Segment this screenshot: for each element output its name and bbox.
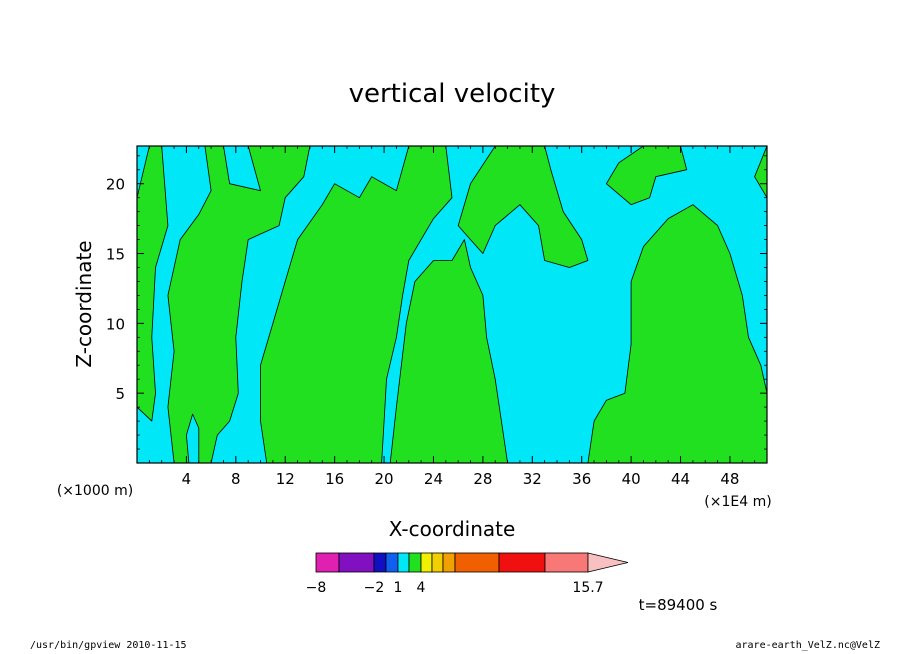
contour-region-positive-1	[167, 146, 311, 463]
x-unit-right: (×1E4 m)	[704, 494, 771, 510]
plot-frame	[136, 145, 768, 464]
y-axis: 5 10 15 20	[106, 155, 767, 450]
footer-right: arare-earth_VelZ.nc@VelZ	[735, 640, 881, 651]
chart-title: vertical velocity	[349, 79, 556, 109]
contour-region-positive-5	[606, 146, 688, 206]
plot-area	[136, 145, 768, 464]
colorbar-swatch-6	[420, 552, 433, 573]
colorbar-swatch-4	[397, 552, 410, 573]
x-tick-label-40: 40	[622, 470, 641, 488]
colorbar-swatch-5	[408, 552, 422, 573]
x-tick-label-16: 16	[325, 470, 344, 488]
y-axis-label: Z-coordinate	[72, 240, 96, 367]
y-tick-label-20: 20	[106, 176, 125, 194]
y-tick-label-10: 10	[106, 315, 125, 333]
x-axis: 4 8 12 16 20 24 28 32 36 40 44 48	[148, 146, 768, 488]
colorbar-swatch-1	[338, 552, 375, 573]
time-label: t=89400 s	[639, 596, 718, 614]
colorbar-label-4: 15.7	[572, 580, 603, 596]
contour-region-positive-7	[754, 146, 767, 199]
colorbar-label-2: 1	[394, 580, 403, 596]
x-tick-label-28: 28	[473, 470, 492, 488]
colorbar-swatch-3	[385, 552, 399, 573]
contour-region-positive-4	[457, 146, 589, 268]
colorbar-swatch-11	[544, 552, 589, 573]
x-tick-label-48: 48	[720, 470, 739, 488]
contour-region-positive-2	[260, 146, 453, 463]
x-tick-label-20: 20	[375, 470, 394, 488]
x-tick-label-36: 36	[572, 470, 591, 488]
colorbar-swatch-2	[373, 552, 387, 573]
contour-regions	[137, 146, 767, 463]
x-tick-label-44: 44	[671, 470, 690, 488]
contour-region-positive-6	[587, 204, 767, 463]
contour-region-positive-0	[137, 146, 169, 422]
contour-region-positive-3	[389, 239, 509, 463]
colorbar-swatch-9	[454, 552, 500, 573]
colorbar-swatch-0	[315, 552, 340, 573]
colorbar-label-0: −8	[306, 580, 327, 596]
y-tick-label-5: 5	[115, 385, 125, 403]
footer-left: /usr/bin/gpview 2010-11-15	[30, 640, 187, 651]
colorbar-swatch-10	[498, 552, 546, 573]
colorbar-label-1: −2	[364, 580, 385, 596]
colorbar-label-3: 4	[417, 580, 426, 596]
colorbar-swatch-8	[442, 552, 456, 573]
colorbar-arrow	[587, 552, 629, 573]
x-tick-label-8: 8	[231, 470, 241, 488]
x-tick-label-12: 12	[276, 470, 295, 488]
x-axis-label: X-coordinate	[389, 517, 516, 541]
x-tick-label-4: 4	[182, 470, 192, 488]
colorbar: −8 −2 1 4 15.7	[306, 552, 629, 596]
y-tick-label-15: 15	[106, 246, 125, 264]
colorbar-swatch-7	[431, 552, 444, 573]
x-tick-label-24: 24	[424, 470, 443, 488]
x-unit-left: (×1000 m)	[57, 483, 133, 499]
x-tick-label-32: 32	[523, 470, 542, 488]
